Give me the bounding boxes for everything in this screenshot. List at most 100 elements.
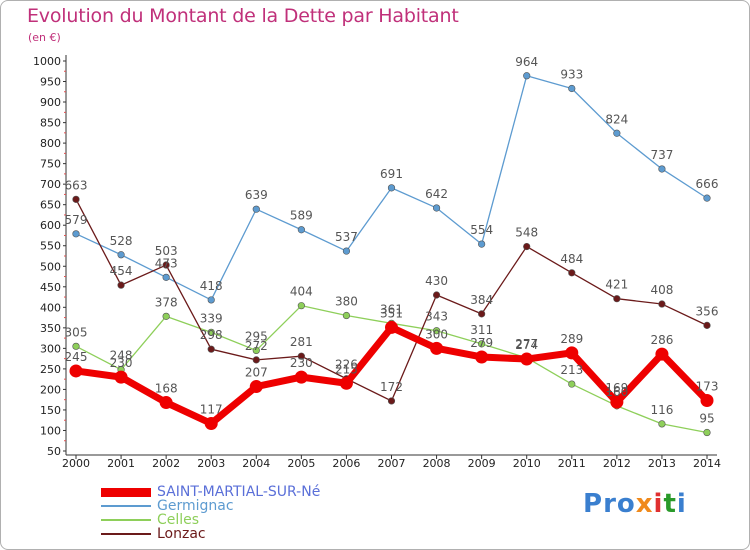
legend-item: SAINT-MARTIAL-SUR-Né: [101, 485, 320, 499]
data-label: 548: [515, 226, 538, 240]
data-point: [207, 345, 215, 353]
data-label: 230: [110, 356, 133, 370]
logo-letter: t: [663, 489, 677, 519]
x-tick-label: 2012: [603, 457, 631, 470]
data-point: [703, 194, 711, 202]
data-label: 213: [560, 363, 583, 377]
legend-label: SAINT-MARTIAL-SUR-Né: [157, 484, 321, 500]
data-point: [568, 269, 576, 277]
data-point: [162, 273, 170, 281]
proxiti-logo: Proxiti: [583, 489, 687, 519]
data-label: 300: [425, 327, 448, 341]
data-label: 691: [380, 167, 403, 181]
data-label: 274: [515, 338, 538, 352]
data-label: 169: [605, 381, 628, 395]
data-label: 343: [425, 310, 448, 324]
x-tick-label: 2010: [513, 457, 541, 470]
data-point: [294, 370, 308, 384]
legend-label: Lonzac: [157, 526, 206, 542]
data-label: 305: [65, 325, 88, 339]
data-label: 286: [650, 333, 673, 347]
data-point: [207, 328, 215, 336]
data-label: 380: [335, 295, 358, 309]
chart-axes: 50 100 150 200 250 300 350 400 450 500 550 600 650 70…: [33, 55, 721, 470]
data-point: [117, 281, 125, 289]
data-label: 207: [245, 366, 268, 380]
data-label: 404: [290, 285, 313, 299]
data-point: [432, 327, 441, 335]
y-tick-label: 400: [40, 301, 61, 314]
data-label: 117: [200, 402, 223, 416]
data-label: 484: [560, 252, 583, 266]
legend-item: Germignac: [101, 499, 320, 513]
y-tick-label: 200: [40, 383, 61, 396]
data-label: 230: [290, 356, 313, 370]
legend-item: Celles: [101, 513, 320, 527]
logo-letter: x: [635, 489, 654, 519]
data-label: 737: [650, 148, 673, 162]
data-label: 311: [470, 323, 493, 337]
y-tick-label: 850: [40, 117, 61, 130]
data-point: [658, 420, 666, 428]
data-point: [700, 394, 714, 408]
data-label: 454: [110, 264, 133, 278]
data-point: [658, 165, 666, 173]
data-point: [72, 195, 80, 203]
data-label: 277: [515, 337, 538, 351]
legend-label: Germignac: [157, 498, 234, 514]
data-point: [297, 226, 305, 234]
data-label: 933: [560, 68, 583, 82]
data-point: [114, 370, 128, 384]
legend-swatch: [101, 505, 151, 507]
x-tick-label: 2014: [693, 457, 721, 470]
data-point: [69, 364, 83, 378]
x-tick-label: 2013: [648, 457, 676, 470]
y-tick-label: 600: [40, 219, 61, 232]
x-tick-label: 2007: [378, 457, 406, 470]
x-tick-label: 2003: [197, 457, 225, 470]
data-point: [655, 347, 669, 361]
data-point: [475, 350, 489, 364]
legend-swatch: [101, 519, 151, 521]
data-label: 245: [65, 350, 88, 364]
data-point: [342, 311, 351, 320]
data-point: [568, 380, 576, 388]
y-tick-label: 450: [40, 281, 61, 294]
data-point: [387, 184, 396, 192]
data-point: [297, 352, 305, 360]
chart-title: Evolution du Montant de la Dette par Hab…: [27, 5, 459, 27]
data-label: 298: [200, 328, 223, 342]
y-tick-label: 150: [40, 404, 61, 417]
data-point: [342, 247, 351, 255]
x-tick-label: 2000: [62, 457, 90, 470]
data-label: 248: [110, 349, 133, 363]
logo-letter: i: [676, 489, 687, 519]
logo-letter: P: [583, 489, 604, 519]
data-point: [432, 291, 441, 299]
data-point: [162, 312, 170, 320]
data-point: [613, 129, 621, 137]
data-label: 272: [245, 339, 268, 353]
x-tick-label: 2008: [423, 457, 451, 470]
data-label: 289: [560, 332, 583, 346]
data-point: [387, 397, 396, 405]
data-label: 554: [470, 223, 493, 237]
data-label: 356: [696, 304, 719, 318]
data-point: [430, 341, 444, 355]
x-tick-label: 2001: [107, 457, 135, 470]
y-tick-label: 700: [40, 178, 61, 191]
data-label: 503: [155, 244, 178, 258]
data-label: 173: [696, 380, 719, 394]
x-tick-label: 2009: [468, 457, 496, 470]
y-tick-label: 300: [40, 342, 61, 355]
series-line-saint-martial-sur-n: [72, 323, 711, 427]
data-label: 378: [155, 295, 178, 309]
data-point: [568, 84, 576, 93]
y-tick-label: 250: [40, 363, 61, 376]
data-label: 824: [605, 112, 628, 126]
y-tick-label: 650: [40, 199, 61, 212]
data-label: 642: [425, 187, 448, 201]
data-label: 95: [699, 412, 714, 426]
data-label: 639: [245, 188, 268, 202]
